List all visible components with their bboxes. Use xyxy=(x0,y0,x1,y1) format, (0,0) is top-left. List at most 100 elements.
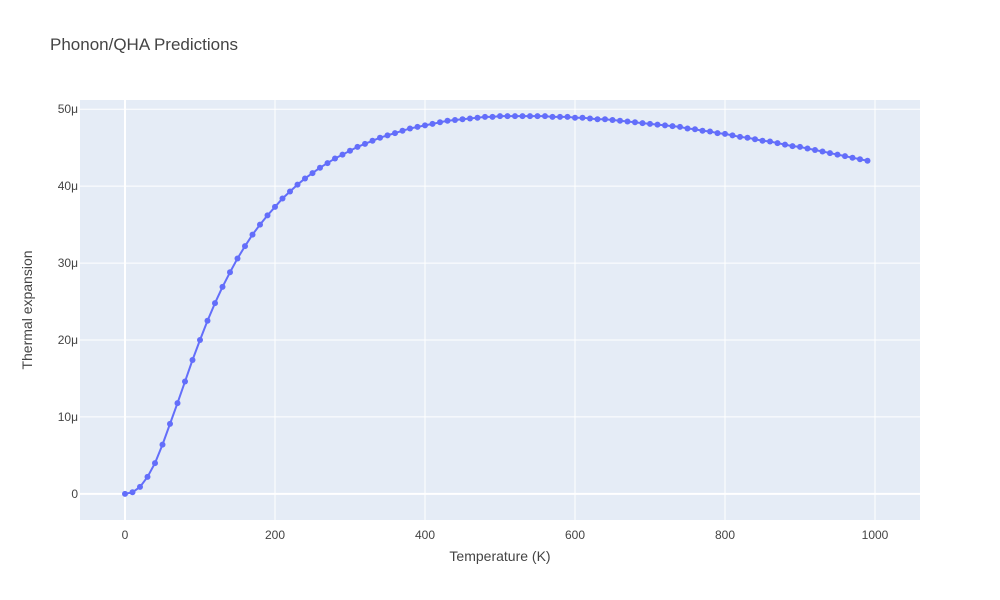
data-point xyxy=(369,137,376,144)
data-point xyxy=(452,117,458,123)
data-point xyxy=(264,212,271,219)
x-tick-label: 0 xyxy=(122,528,129,542)
data-point xyxy=(174,400,181,407)
data-point xyxy=(684,125,691,132)
series-line xyxy=(124,115,868,495)
x-tick-label: 200 xyxy=(265,528,285,542)
data-point xyxy=(399,127,406,134)
data-point xyxy=(444,117,451,124)
y-tick-label: 40μ xyxy=(58,179,78,193)
data-point xyxy=(212,300,218,307)
data-point xyxy=(864,157,871,164)
data-point xyxy=(332,155,338,162)
data-point xyxy=(354,143,361,150)
data-point xyxy=(549,113,556,120)
data-point xyxy=(242,243,248,250)
data-point xyxy=(774,140,781,147)
data-point xyxy=(842,153,848,160)
data-point xyxy=(317,164,323,171)
data-point xyxy=(287,188,293,195)
data-point xyxy=(182,378,188,385)
data-point xyxy=(857,156,863,163)
data-point xyxy=(624,118,631,125)
data-point xyxy=(137,483,143,490)
x-tick-label: 400 xyxy=(415,528,435,542)
data-point xyxy=(249,231,256,238)
data-point xyxy=(489,113,496,120)
data-point xyxy=(819,148,826,155)
data-point xyxy=(392,130,398,137)
data-point xyxy=(617,117,623,124)
data-point xyxy=(692,126,698,133)
data-point xyxy=(152,460,158,467)
y-axis-title: Thermal expansion xyxy=(19,250,35,369)
data-point xyxy=(482,113,488,120)
data-point xyxy=(122,490,128,497)
data-point xyxy=(377,134,383,141)
data-point xyxy=(662,122,668,129)
data-point xyxy=(542,113,548,120)
data-point xyxy=(347,147,353,154)
data-point xyxy=(812,147,818,153)
y-tick-label: 30μ xyxy=(58,256,78,270)
data-point xyxy=(707,128,713,135)
data-point xyxy=(257,221,263,228)
data-point xyxy=(669,123,676,130)
data-point xyxy=(204,317,211,324)
data-point xyxy=(654,121,661,128)
data-point xyxy=(639,120,646,127)
data-point xyxy=(324,160,331,167)
data-point xyxy=(497,113,503,120)
data-point xyxy=(414,123,421,130)
data-point xyxy=(429,120,436,127)
data-point xyxy=(804,145,811,152)
data-point xyxy=(234,255,241,262)
data-point xyxy=(572,114,578,121)
data-point xyxy=(602,116,608,123)
data-point xyxy=(512,113,518,120)
data-point xyxy=(647,120,653,127)
y-tick-label: 20μ xyxy=(58,333,78,347)
y-axis-ticks: 0 10μ 20μ 30μ 40μ 50μ xyxy=(58,102,79,501)
data-point xyxy=(797,143,803,150)
data-point xyxy=(587,115,593,122)
data-point xyxy=(737,133,743,140)
x-tick-label: 800 xyxy=(715,528,735,542)
series-trace xyxy=(122,113,871,497)
data-point xyxy=(849,154,856,161)
data-point xyxy=(752,136,758,143)
data-point xyxy=(534,113,541,120)
data-point xyxy=(594,116,601,123)
data-point xyxy=(159,441,166,448)
data-point xyxy=(302,175,308,182)
x-axis-title: Temperature (K) xyxy=(449,548,550,564)
data-point xyxy=(699,127,706,134)
data-point xyxy=(339,151,346,158)
data-point xyxy=(632,119,638,126)
data-point xyxy=(827,150,833,157)
data-point xyxy=(272,203,278,210)
x-axis-ticks: 0 200 400 600 800 1000 xyxy=(122,528,889,542)
data-point xyxy=(437,119,443,126)
data-point xyxy=(279,195,286,202)
data-point xyxy=(422,122,428,129)
data-point xyxy=(729,132,736,139)
data-point xyxy=(219,283,226,290)
data-point xyxy=(362,140,368,147)
data-point xyxy=(527,113,533,120)
y-tick-label: 0 xyxy=(71,487,78,501)
data-point xyxy=(467,115,473,122)
data-point xyxy=(384,132,391,139)
data-point xyxy=(197,337,203,343)
data-point xyxy=(519,113,526,120)
data-point xyxy=(782,141,788,148)
data-point xyxy=(407,125,413,132)
data-point xyxy=(504,113,511,120)
x-tick-label: 1000 xyxy=(862,528,889,542)
chart-title: Phonon/QHA Predictions xyxy=(50,35,238,54)
data-point xyxy=(579,114,586,121)
data-point xyxy=(227,269,233,276)
data-point xyxy=(459,116,466,123)
data-point xyxy=(767,138,773,145)
